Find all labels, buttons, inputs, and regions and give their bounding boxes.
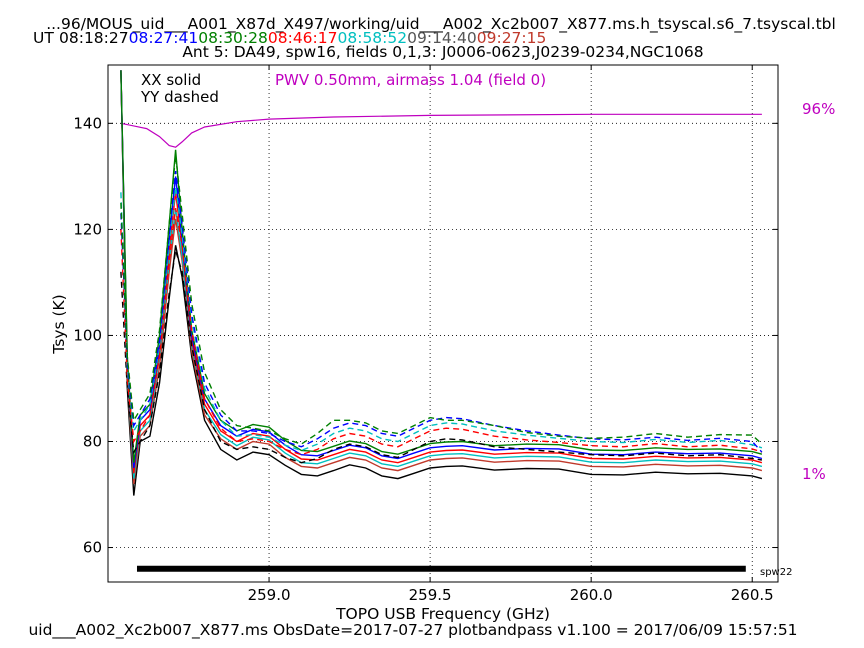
y-tick-label: 120 <box>73 220 102 238</box>
x-tick-label: 260.5 <box>731 586 774 604</box>
chart-title: ...96/MOUS_uid___A001_X87d_X497/working/… <box>46 15 836 34</box>
tsys-series <box>120 70 763 496</box>
series-line-xx-2 <box>120 70 763 479</box>
legend-solid: XX solid <box>141 71 201 89</box>
ut-time: 08:27:41 <box>129 29 199 47</box>
series-line-xx-5 <box>120 70 763 463</box>
y-axis-label: Tsys (K) <box>50 294 68 354</box>
x-tick-label: 260.0 <box>570 586 613 604</box>
x-tick-label: 259.0 <box>248 586 291 604</box>
series-line-yy-8 <box>120 186 763 452</box>
ut-time: 09:14:40 <box>407 29 477 47</box>
transmission-top-label: 96% <box>802 100 835 118</box>
ut-time: 08:58:52 <box>338 29 408 47</box>
pwv-annotation: PWV 0.50mm, airmass 1.04 (field 0) <box>275 71 546 89</box>
legend-dashed: YY dashed <box>140 88 219 106</box>
x-axis-label: TOPO USB Frequency (GHz) <box>335 605 550 623</box>
footer-text: uid___A002_Xc2b007_X877.ms ObsDate=2017-… <box>28 621 797 640</box>
series-line-yy-9 <box>120 171 763 453</box>
series-line-yy-6 <box>120 250 763 464</box>
ut-time: 08:30:28 <box>198 29 268 47</box>
chart-subtitle: Ant 5: DA49, spw16, fields 0,1,3: J0006-… <box>182 43 703 61</box>
grid-lines <box>108 65 778 582</box>
y-tick-label: 80 <box>83 432 102 450</box>
y-tick-label: 60 <box>83 539 102 557</box>
series-line-xx-0 <box>120 70 763 496</box>
spw-label: spw22 <box>760 567 792 578</box>
series-line-yy-10 <box>120 155 763 445</box>
ut-time-list: 08:18:2708:27:4108:30:2808:46:1708:58:52… <box>59 29 546 47</box>
transmission-curve <box>120 113 762 148</box>
transmission-line <box>120 113 762 148</box>
transmission-bottom-label: 1% <box>802 465 826 483</box>
x-tick-label: 259.5 <box>409 586 452 604</box>
ut-time: 08:18:27 <box>59 29 129 47</box>
plot-frame <box>107 64 779 583</box>
ut-label: UT <box>33 29 54 47</box>
ut-time: 08:46:17 <box>268 29 338 47</box>
ut-times: 08:18:2708:27:4108:30:2808:46:1708:58:52… <box>59 29 546 47</box>
y-tick-label: 100 <box>73 326 102 344</box>
y-tick-label: 140 <box>73 114 102 132</box>
ut-time: 09:27:15 <box>477 29 547 47</box>
series-line-yy-7 <box>120 208 763 456</box>
series-line-xx-1 <box>120 70 763 484</box>
axis-ticks: 259.0 259.5 260.0 260.5 60 80 100 120 140 <box>73 65 778 604</box>
